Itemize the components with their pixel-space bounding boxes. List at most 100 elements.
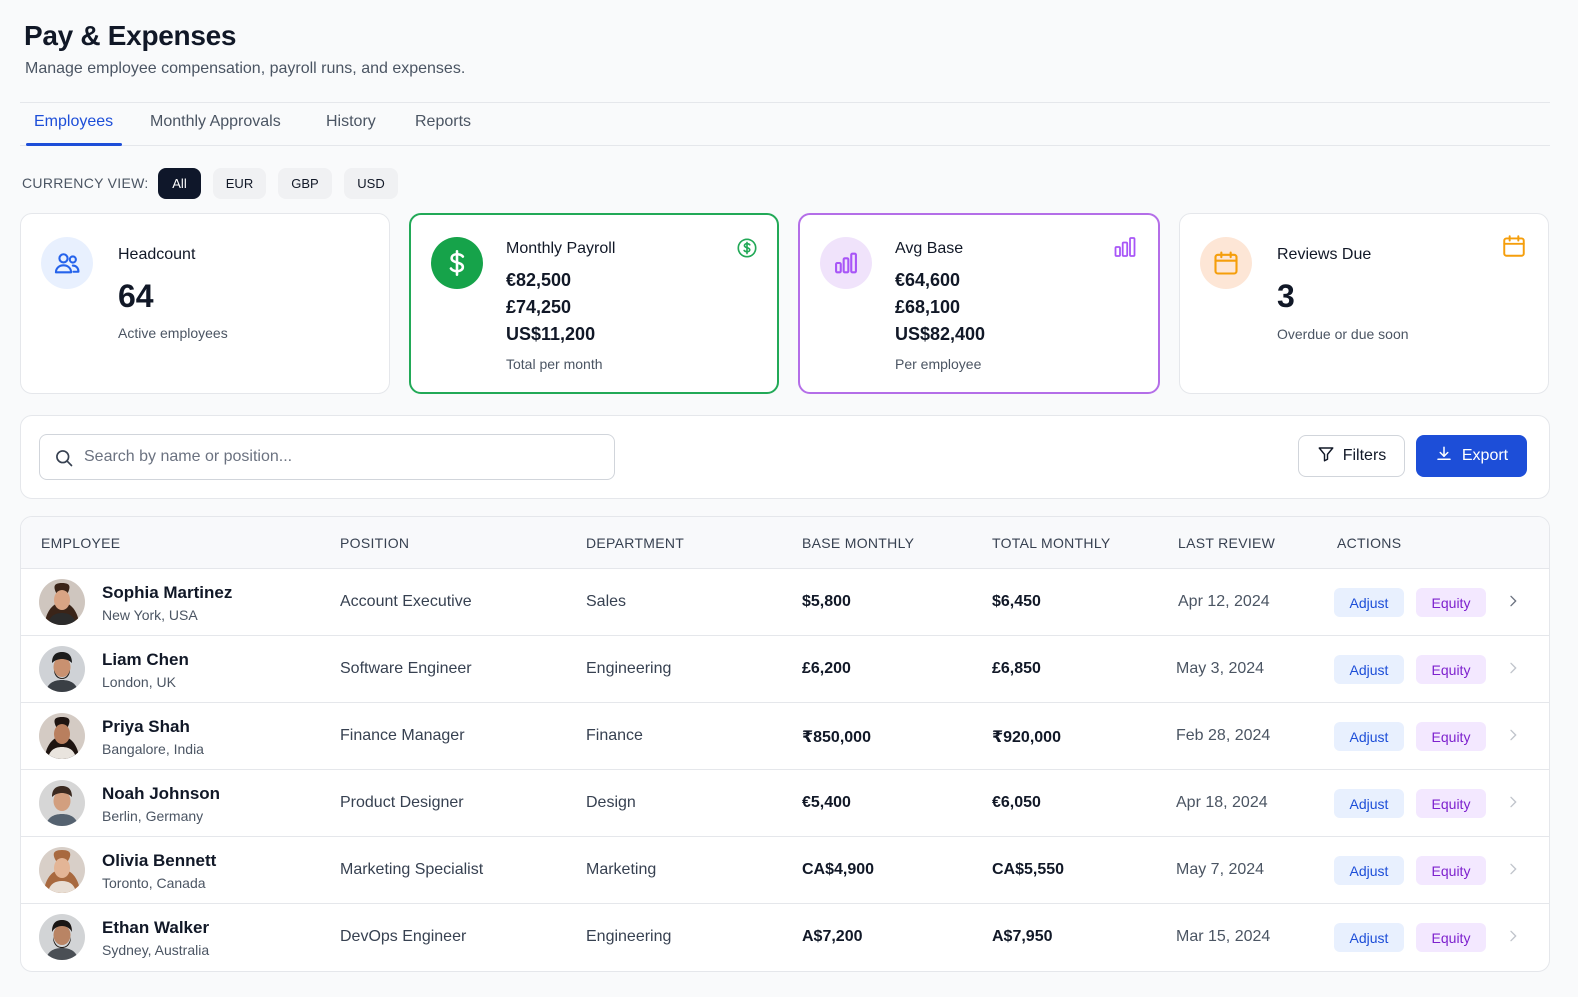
headcount-note: Active employees bbox=[118, 325, 228, 341]
employee-location: London, UK bbox=[102, 674, 176, 690]
equity-button[interactable]: Equity bbox=[1416, 722, 1486, 751]
adjust-button[interactable]: Adjust bbox=[1334, 923, 1404, 952]
table-toolbar: Filters Export bbox=[20, 415, 1550, 499]
position-cell: Finance Manager bbox=[340, 727, 465, 744]
department-cell: Design bbox=[586, 794, 636, 811]
table-row[interactable]: Olivia Bennett Toronto, Canada Marketing… bbox=[21, 837, 1549, 904]
last-review-cell: Feb 28, 2024 bbox=[1176, 727, 1271, 744]
payroll-eur: €82,500 bbox=[506, 270, 572, 290]
adjust-button[interactable]: Adjust bbox=[1334, 722, 1404, 751]
position-cell: DevOps Engineer bbox=[340, 928, 467, 945]
employee-location: Toronto, Canada bbox=[102, 875, 206, 891]
last-review-cell: Mar 15, 2024 bbox=[1176, 928, 1271, 945]
table-header: EMPLOYEE POSITION DEPARTMENT BASE MONTHL… bbox=[21, 517, 1549, 569]
equity-button[interactable]: Equity bbox=[1416, 923, 1486, 952]
avg-base-gbp: £68,100 bbox=[895, 297, 961, 317]
department-cell: Finance bbox=[586, 727, 643, 744]
table-row[interactable]: Ethan Walker Sydney, Australia DevOps En… bbox=[21, 904, 1549, 971]
equity-button[interactable]: Equity bbox=[1416, 655, 1486, 684]
adjust-button[interactable]: Adjust bbox=[1334, 789, 1404, 818]
last-review-cell: Apr 18, 2024 bbox=[1176, 794, 1268, 811]
department-cell: Engineering bbox=[586, 928, 672, 945]
avatar bbox=[39, 646, 85, 692]
active-tab-indicator bbox=[26, 143, 122, 146]
employee-name: Olivia Bennett bbox=[102, 851, 217, 870]
search-input[interactable] bbox=[84, 435, 604, 479]
tab-bar: Employees Monthly Approvals History Repo… bbox=[20, 102, 1550, 146]
chevron-right-icon[interactable] bbox=[1505, 727, 1521, 748]
total-monthly-cell: £6,850 bbox=[992, 660, 1041, 677]
last-review-cell: May 3, 2024 bbox=[1176, 660, 1265, 677]
avg-base-eur: €64,600 bbox=[895, 270, 961, 290]
table-row[interactable]: Sophia Martinez New York, USA Account Ex… bbox=[21, 569, 1549, 636]
equity-button[interactable]: Equity bbox=[1416, 588, 1486, 617]
headcount-value: 64 bbox=[118, 278, 154, 314]
currency-view-label: CURRENCY VIEW: bbox=[22, 175, 149, 191]
avatar bbox=[39, 914, 85, 960]
column-header-position[interactable]: POSITION bbox=[340, 535, 410, 551]
payroll-gbp: £74,250 bbox=[506, 297, 572, 317]
column-header-employee[interactable]: EMPLOYEE bbox=[41, 535, 121, 551]
column-header-total-monthly[interactable]: TOTAL MONTHLY bbox=[992, 535, 1111, 551]
tab-monthly-approvals[interactable]: Monthly Approvals bbox=[150, 113, 281, 130]
currency-eur-button[interactable]: EUR bbox=[213, 168, 266, 199]
filter-icon bbox=[1317, 445, 1335, 468]
adjust-button[interactable]: Adjust bbox=[1334, 655, 1404, 684]
chevron-right-icon[interactable] bbox=[1505, 794, 1521, 815]
employees-table: EMPLOYEE POSITION DEPARTMENT BASE MONTHL… bbox=[20, 516, 1550, 972]
department-cell: Sales bbox=[586, 593, 627, 610]
avg-base-note: Per employee bbox=[895, 356, 982, 372]
column-header-last-review[interactable]: LAST REVIEW bbox=[1178, 535, 1276, 551]
last-review-cell: May 7, 2024 bbox=[1176, 861, 1265, 878]
column-header-base-monthly[interactable]: BASE MONTHLY bbox=[802, 535, 915, 551]
adjust-button[interactable]: Adjust bbox=[1334, 588, 1404, 617]
chevron-right-icon[interactable] bbox=[1505, 660, 1521, 681]
base-monthly-cell: A$7,200 bbox=[802, 928, 863, 945]
tab-reports[interactable]: Reports bbox=[415, 113, 472, 130]
payroll-usd: US$11,200 bbox=[506, 324, 596, 344]
page-subtitle: Manage employee compensation, payroll ru… bbox=[25, 60, 466, 77]
adjust-button[interactable]: Adjust bbox=[1334, 856, 1404, 885]
calendar-corner-icon bbox=[1501, 233, 1527, 264]
equity-button[interactable]: Equity bbox=[1416, 789, 1486, 818]
equity-button[interactable]: Equity bbox=[1416, 856, 1486, 885]
reviews-due-card: Reviews Due 3 Overdue or due soon bbox=[1179, 213, 1549, 394]
table-row[interactable]: Priya Shah Bangalore, India Finance Mana… bbox=[21, 703, 1549, 770]
table-row[interactable]: Noah Johnson Berlin, Germany Product Des… bbox=[21, 770, 1549, 837]
bar-chart-corner-icon bbox=[1113, 235, 1137, 264]
total-monthly-cell: A$7,950 bbox=[992, 928, 1053, 945]
base-monthly-cell: ₹850,000 bbox=[802, 729, 871, 746]
headcount-card: Headcount 64 Active employees bbox=[20, 213, 390, 394]
search-icon bbox=[54, 448, 74, 473]
filters-button[interactable]: Filters bbox=[1298, 435, 1405, 477]
table-row[interactable]: Liam Chen London, UK Software Engineer E… bbox=[21, 636, 1549, 703]
tab-employees[interactable]: Employees bbox=[34, 113, 114, 130]
column-header-department[interactable]: DEPARTMENT bbox=[586, 535, 685, 551]
chevron-right-icon[interactable] bbox=[1505, 861, 1521, 882]
reviews-label: Reviews Due bbox=[1277, 246, 1372, 263]
export-button[interactable]: Export bbox=[1416, 435, 1527, 477]
reviews-note: Overdue or due soon bbox=[1277, 326, 1409, 342]
avatar bbox=[39, 713, 85, 759]
chevron-right-icon[interactable] bbox=[1505, 928, 1521, 949]
users-icon bbox=[41, 237, 93, 289]
employee-location: New York, USA bbox=[102, 607, 198, 623]
column-header-actions: ACTIONS bbox=[1337, 535, 1402, 551]
currency-all-button[interactable]: All bbox=[158, 168, 201, 199]
chevron-right-icon[interactable] bbox=[1505, 593, 1521, 614]
monthly-payroll-card: Monthly Payroll €82,500 £74,250 US$11,20… bbox=[409, 213, 779, 394]
employee-name: Liam Chen bbox=[102, 650, 189, 669]
currency-usd-button[interactable]: USD bbox=[344, 168, 398, 199]
base-monthly-cell: €5,400 bbox=[802, 794, 851, 811]
total-monthly-cell: €6,050 bbox=[992, 794, 1041, 811]
avg-base-usd: US$82,400 bbox=[895, 324, 986, 344]
dollar-icon bbox=[431, 237, 483, 289]
bar-chart-icon bbox=[820, 237, 872, 289]
employee-name: Ethan Walker bbox=[102, 918, 210, 937]
tab-history[interactable]: History bbox=[326, 113, 376, 130]
total-monthly-cell: ₹920,000 bbox=[992, 729, 1061, 746]
currency-gbp-button[interactable]: GBP bbox=[278, 168, 332, 199]
employee-name: Sophia Martinez bbox=[102, 583, 233, 602]
department-cell: Marketing bbox=[586, 861, 657, 878]
